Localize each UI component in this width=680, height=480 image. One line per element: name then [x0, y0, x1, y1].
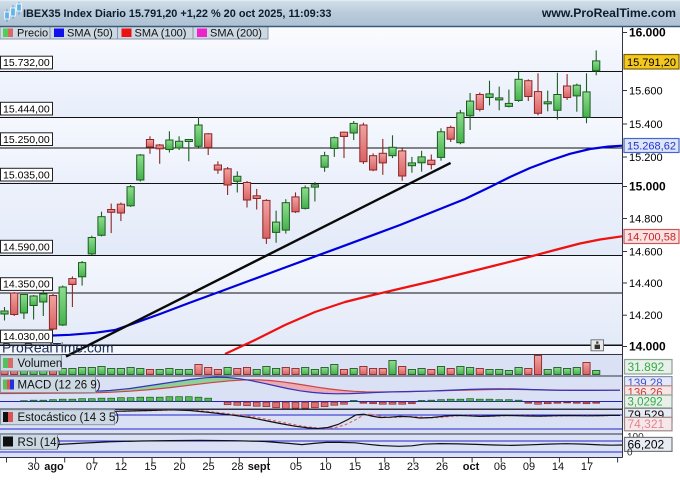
svg-text:16.000: 16.000 — [629, 26, 666, 40]
svg-text:3,0292: 3,0292 — [628, 397, 663, 409]
svg-text:12: 12 — [115, 461, 127, 473]
svg-text:15: 15 — [144, 461, 156, 473]
svg-text:15.600: 15.600 — [629, 86, 663, 98]
svg-text:SMA (200): SMA (200) — [210, 28, 262, 40]
svg-text:25: 25 — [202, 461, 214, 473]
svg-text:66,202: 66,202 — [628, 437, 665, 451]
svg-text:06: 06 — [494, 461, 506, 473]
svg-text:14: 14 — [552, 461, 564, 473]
svg-text:23: 23 — [407, 461, 419, 473]
svg-text:07: 07 — [86, 461, 98, 473]
svg-text:09: 09 — [523, 461, 535, 473]
svg-text:15.732,00: 15.732,00 — [3, 57, 50, 69]
svg-text:IBEX35 Index Diario 15.791,20: IBEX35 Index Diario 15.791,20 +1,22 % 20… — [23, 8, 331, 20]
svg-text:18: 18 — [378, 461, 390, 473]
svg-text:15.444,00: 15.444,00 — [3, 103, 50, 115]
svg-text:30: 30 — [27, 461, 39, 473]
svg-text:15.200: 15.200 — [629, 152, 663, 164]
svg-text:Precio: Precio — [17, 28, 48, 40]
svg-text:28: 28 — [231, 461, 243, 473]
svg-text:14.200: 14.200 — [629, 310, 663, 322]
svg-text:15.000: 15.000 — [629, 180, 666, 194]
svg-text:15.268,62: 15.268,62 — [627, 141, 676, 153]
svg-text:05: 05 — [290, 461, 302, 473]
svg-text:RSI (14): RSI (14) — [18, 437, 61, 449]
svg-text:74,321: 74,321 — [628, 417, 665, 431]
svg-text:15: 15 — [349, 461, 361, 473]
svg-text:14.590,00: 14.590,00 — [3, 241, 50, 253]
svg-text:Estocástico (14 3 5): Estocástico (14 3 5) — [18, 412, 120, 424]
svg-text:15.400: 15.400 — [629, 119, 663, 131]
svg-text:10: 10 — [319, 461, 331, 473]
svg-text:SMA (100): SMA (100) — [135, 28, 187, 40]
svg-text:ago: ago — [44, 461, 64, 473]
svg-text:MACD (12 26 9): MACD (12 26 9) — [18, 380, 101, 392]
svg-text:14.700,58: 14.700,58 — [627, 232, 676, 244]
svg-text:ProRealTime.com: ProRealTime.com — [2, 340, 114, 356]
svg-text:Volumen: Volumen — [18, 358, 63, 370]
svg-text:15.035,00: 15.035,00 — [3, 169, 50, 181]
svg-text:20: 20 — [173, 461, 185, 473]
svg-text:www.ProRealTime.com: www.ProRealTime.com — [541, 6, 676, 20]
svg-text:14.000: 14.000 — [629, 340, 666, 354]
svg-text:oct: oct — [463, 461, 480, 473]
svg-text:sept: sept — [248, 461, 271, 473]
svg-text:14.030,00: 14.030,00 — [3, 331, 50, 343]
svg-text:15.250,00: 15.250,00 — [3, 134, 50, 146]
svg-text:15.791,20: 15.791,20 — [627, 57, 676, 69]
svg-text:26: 26 — [436, 461, 448, 473]
svg-text:0: 0 — [627, 448, 633, 459]
svg-text:14.400: 14.400 — [629, 278, 663, 290]
svg-text:14.800: 14.800 — [629, 214, 663, 226]
svg-text:14.350,00: 14.350,00 — [3, 279, 50, 291]
svg-text:17: 17 — [581, 461, 593, 473]
svg-text:31.892: 31.892 — [628, 360, 665, 374]
svg-text:SMA (50): SMA (50) — [67, 28, 113, 40]
svg-text:14.600: 14.600 — [629, 247, 663, 259]
